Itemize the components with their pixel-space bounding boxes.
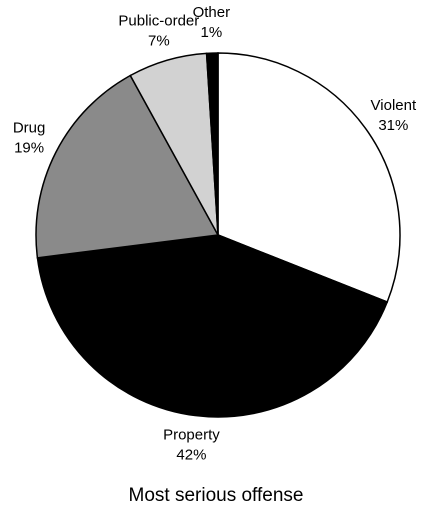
slice-value-label: 42%: [176, 446, 206, 463]
slice-label: Property: [163, 426, 220, 443]
slice-label: Violent: [371, 97, 417, 114]
pie-slice: [35, 74, 220, 259]
slice-label: Public-order: [118, 12, 199, 29]
slice-label: Other: [193, 4, 231, 21]
slice-value-label: 19%: [14, 140, 44, 157]
slice-value-label: 31%: [378, 117, 408, 134]
slice-label: Drug: [13, 120, 46, 137]
pie-slice: [205, 52, 219, 236]
pie-slice: [36, 234, 389, 418]
slice-value-label: 1%: [200, 24, 222, 41]
pie-slice: [217, 52, 401, 303]
slice-value-label: 7%: [148, 32, 170, 49]
chart-title: Most serious offense: [129, 485, 304, 506]
